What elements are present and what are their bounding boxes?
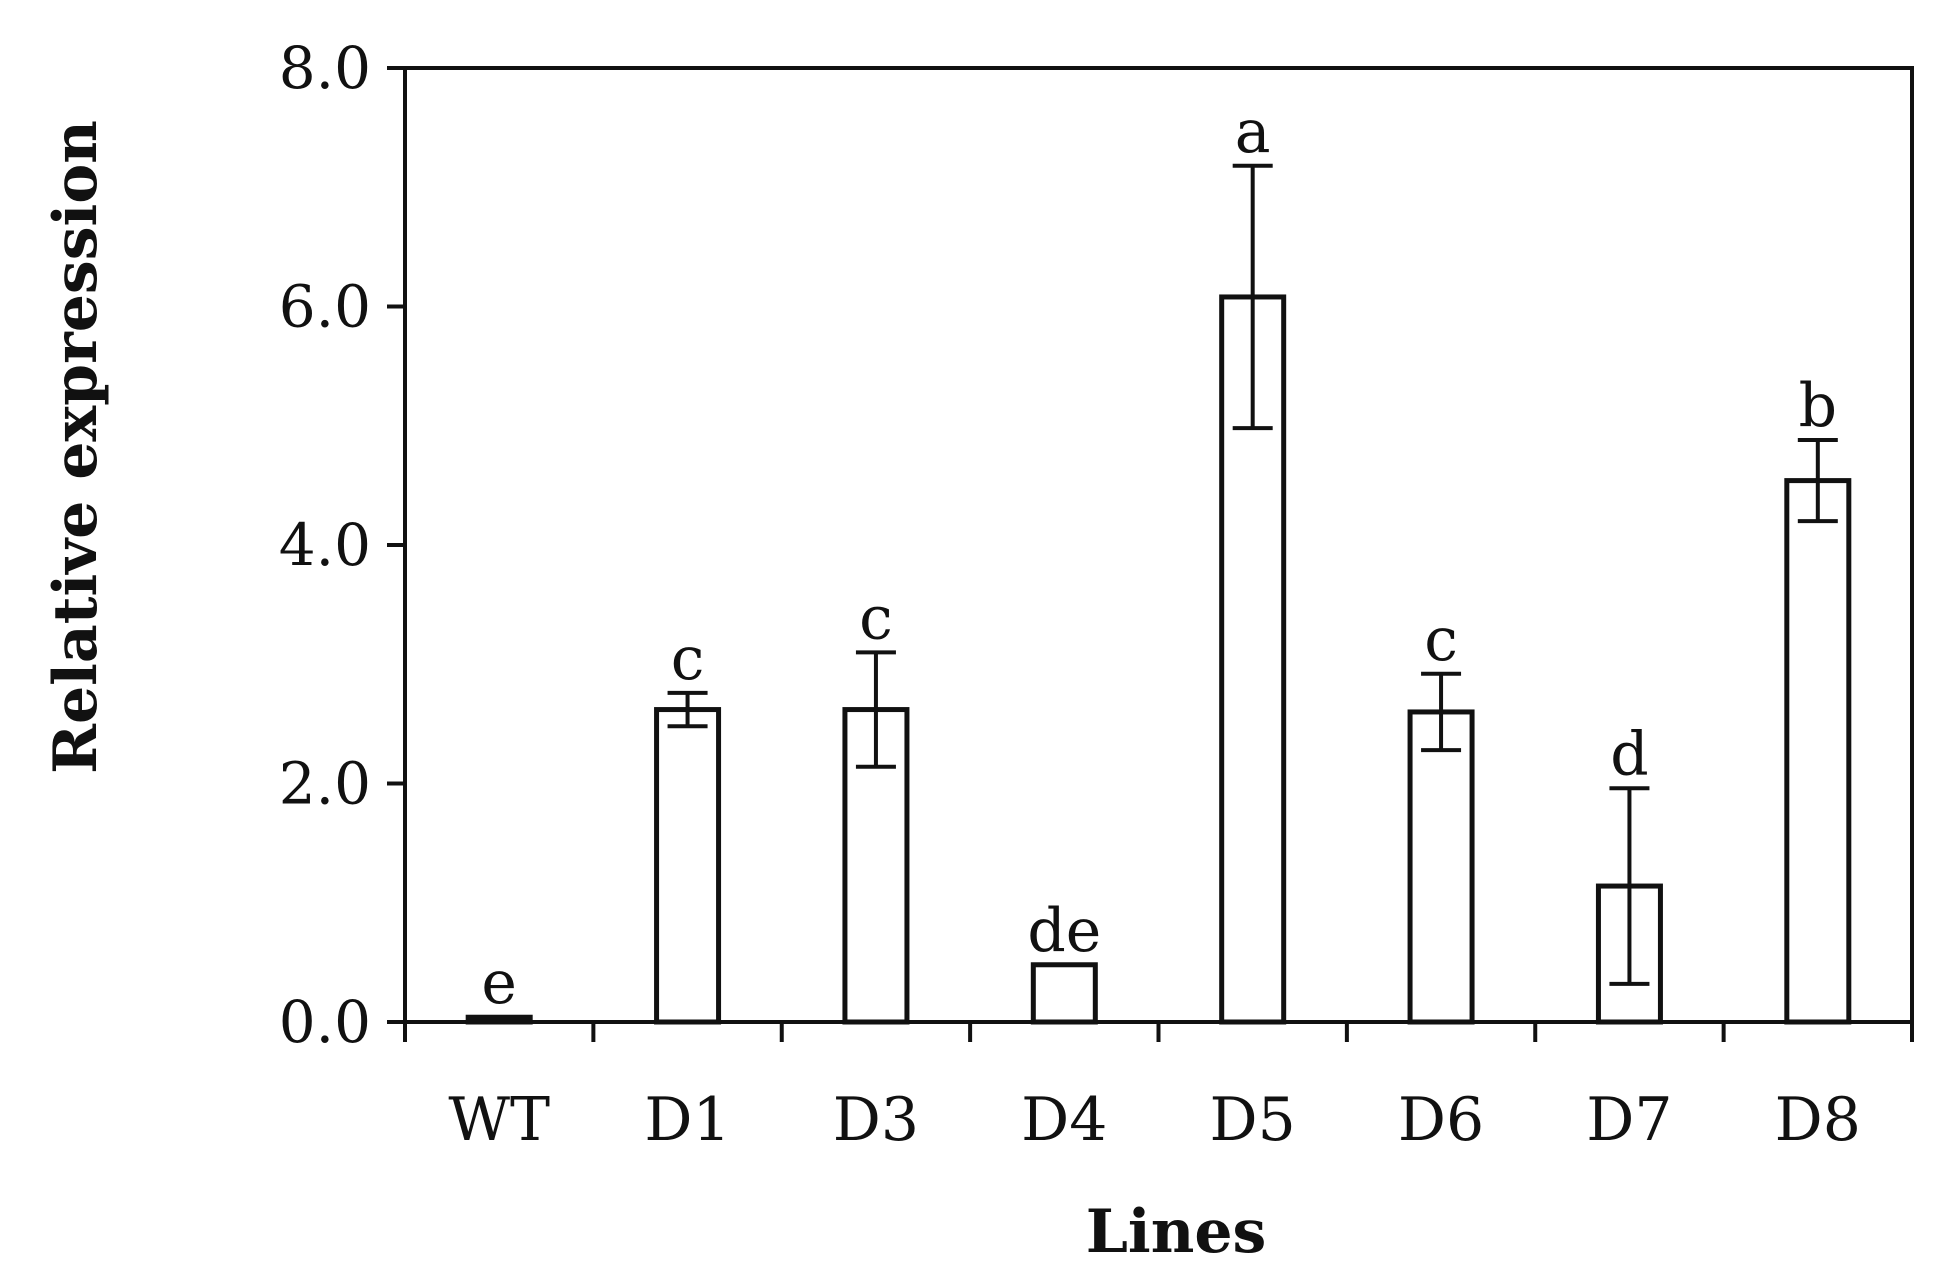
- significance-label: d: [1610, 719, 1648, 789]
- x-tick-label: D5: [1210, 1085, 1296, 1155]
- y-tick-label: 8.0: [279, 34, 371, 102]
- bar-WT: [465, 1014, 533, 1025]
- x-tick-label: D3: [833, 1085, 919, 1155]
- y-tick-label: 0.0: [279, 988, 371, 1056]
- y-axis-title: Relative expression: [41, 120, 111, 774]
- bar-D8: [1784, 478, 1852, 1025]
- y-tick-label: 4.0: [279, 511, 371, 579]
- x-tick-label: D7: [1586, 1085, 1672, 1155]
- x-tick-label: WT: [448, 1085, 550, 1155]
- x-tick-label: D1: [644, 1085, 730, 1155]
- x-tick-label: D4: [1021, 1085, 1107, 1155]
- plot-frame: [403, 66, 1914, 1024]
- y-tick-label: 6.0: [279, 273, 371, 341]
- significance-label: de: [1027, 896, 1101, 966]
- x-tick-label: D8: [1775, 1085, 1861, 1155]
- significance-label: c: [671, 624, 705, 694]
- bar-D6: [1407, 709, 1475, 1025]
- significance-label: a: [1235, 97, 1271, 167]
- x-tick-label: D6: [1398, 1085, 1484, 1155]
- significance-label: c: [1424, 605, 1458, 675]
- significance-label: e: [481, 948, 517, 1018]
- y-tick-label: 2.0: [279, 750, 371, 818]
- significance-label: b: [1799, 371, 1837, 441]
- significance-label: c: [859, 583, 893, 653]
- bar-D4: [1030, 962, 1098, 1025]
- bar-D1: [654, 707, 722, 1025]
- x-axis-title: Lines: [1086, 1197, 1267, 1267]
